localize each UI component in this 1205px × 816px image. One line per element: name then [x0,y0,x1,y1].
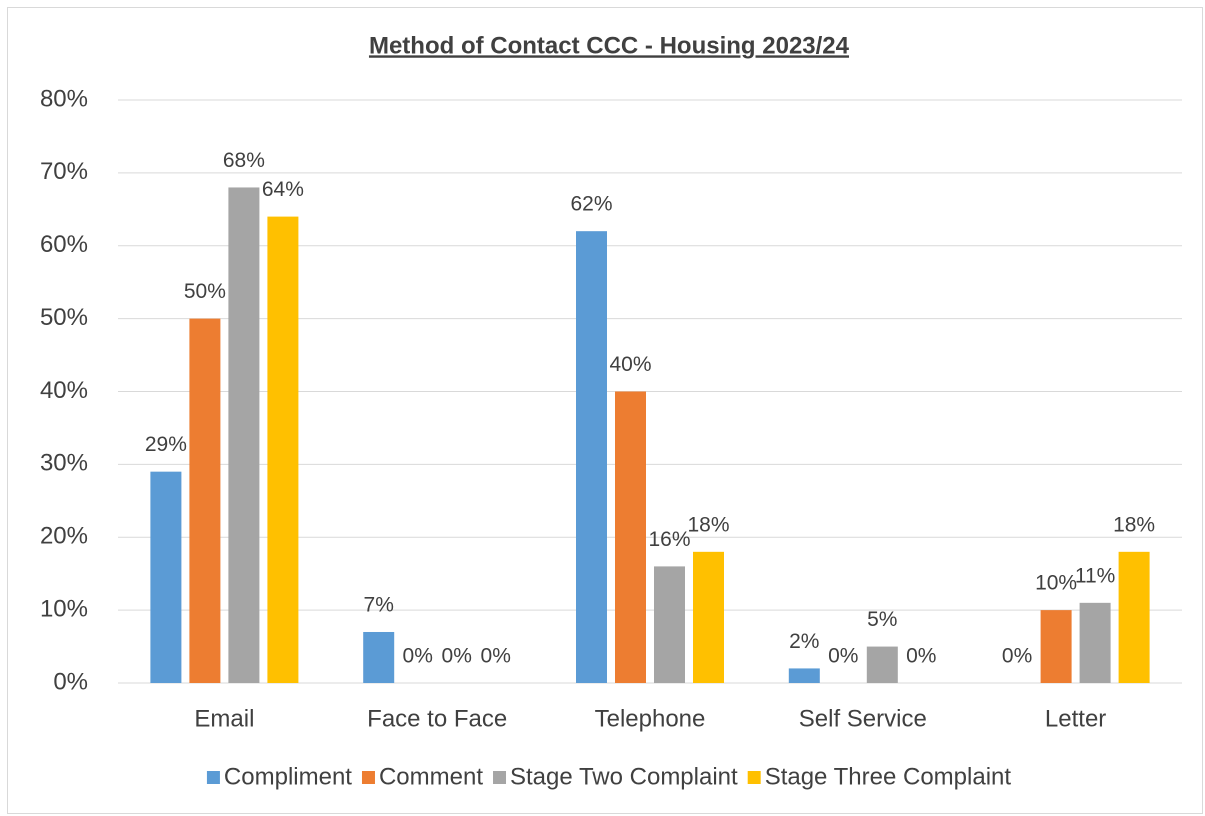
value-label: 0% [442,645,472,668]
bar [576,231,607,684]
value-label: 18% [687,513,729,536]
value-label: 18% [1113,513,1155,536]
bar [788,668,820,683]
x-tick-label: Telephone [595,705,706,732]
value-label: 0% [403,645,433,668]
value-label: 2% [789,630,819,653]
value-label: 10% [1035,572,1077,595]
value-label: 16% [648,528,690,551]
value-label: 0% [906,645,936,668]
x-tick-label: Letter [1045,705,1106,732]
value-label: 5% [867,608,897,631]
value-label: 7% [364,594,394,617]
bar [150,471,182,683]
bar [1079,602,1111,683]
y-tick-label: 20% [40,523,88,550]
legend-label: Stage Two Complaint [510,763,738,790]
bar [693,551,724,683]
value-label: 40% [609,353,651,376]
bar [866,646,898,683]
legend-swatch [206,771,220,784]
value-label: 11% [1075,564,1115,587]
value-label: 0% [1002,645,1032,668]
bar [1118,551,1150,683]
y-tick-label: 80% [40,85,88,112]
y-tick-label: 0% [53,668,88,695]
value-label: 62% [570,193,612,216]
value-label: 29% [145,433,187,456]
y-tick-label: 40% [40,377,88,404]
legend-label: Stage Three Complaint [765,763,1012,790]
legend-label: Comment [379,763,483,790]
bar [615,391,646,683]
value-label: 50% [184,280,226,303]
bar [654,566,685,683]
y-tick-label: 60% [40,231,88,258]
legend-swatch [747,771,761,784]
x-tick-label: Self Service [799,705,927,732]
x-tick-label: Email [194,705,254,732]
x-tick-label: Face to Face [367,705,507,732]
chart-title: Method of Contact CCC - Housing 2023/24 [369,32,850,59]
bar [267,216,299,683]
bar [1040,610,1072,683]
legend-swatch [493,771,507,784]
y-tick-label: 50% [40,304,88,331]
value-label: 68% [223,149,265,172]
y-tick-label: 70% [40,158,88,185]
bar [189,318,221,683]
bar [363,631,395,683]
value-label: 0% [828,645,858,668]
legend-label: Compliment [224,763,352,790]
value-label: 64% [262,178,304,201]
y-tick-label: 30% [40,450,88,477]
bar [228,187,260,683]
value-label: 0% [481,645,511,668]
legend-swatch [361,771,375,784]
y-tick-label: 10% [40,595,88,622]
